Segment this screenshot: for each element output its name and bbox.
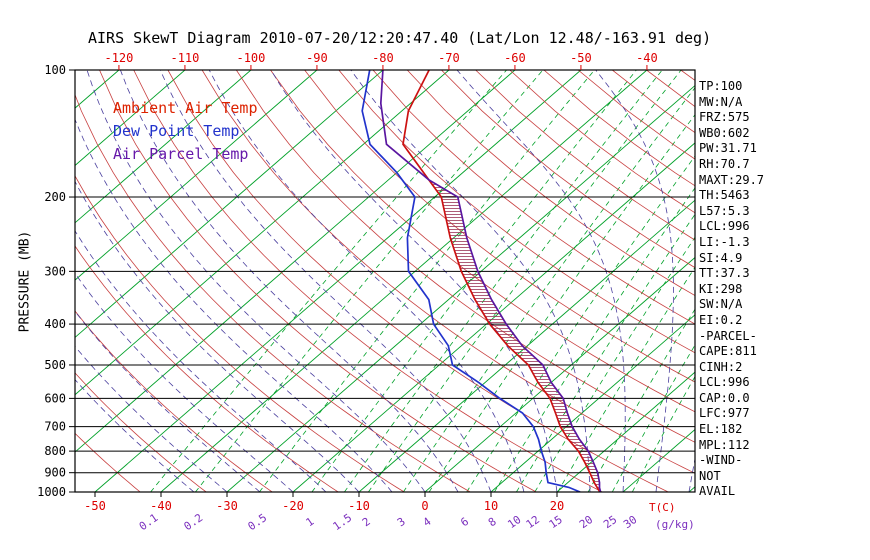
stat-line: TH:5463: [699, 188, 750, 203]
chart-title: AIRS SkewT Diagram 2010-07-20/12:20:47.4…: [88, 29, 712, 47]
stat-line: TP:100: [699, 79, 743, 93]
mixing-ratio-tick-label: 15: [547, 513, 565, 531]
stat-line: NOT: [699, 468, 721, 483]
bottom-temp-tick-label: -50: [84, 499, 106, 513]
stat-line: LI:-1.3: [699, 234, 750, 249]
plot-grid: [75, 70, 695, 492]
mixing-ratio-tick-label: 1: [303, 515, 316, 529]
pressure-tick-label: 800: [44, 444, 66, 458]
mixing-ratio-tick-label: 30: [621, 513, 639, 531]
temp-unit-label: T(C): [649, 501, 676, 514]
pressure-tick-label: 100: [44, 63, 66, 77]
stat-line: PW:31.71: [699, 141, 757, 156]
pressure-tick-label: 1000: [37, 485, 66, 499]
mixing-ratio-tick-label: 0.5: [246, 511, 270, 533]
mixing-ratio-tick-label: 0.1: [137, 511, 161, 533]
stat-line: TT:37.3: [699, 266, 750, 281]
pressure-tick-label: 900: [44, 466, 66, 480]
mixing-ratio-tick-label: 25: [601, 513, 619, 531]
mixing-ratio-tick-label: 4: [421, 515, 434, 530]
stat-line: RH:70.7: [699, 156, 750, 171]
top-temp-tick-label: -110: [170, 51, 199, 65]
bottom-temp-tick-label: -20: [282, 499, 304, 513]
stat-line: -PARCEL-: [699, 328, 757, 343]
stat-line: -WIND-: [699, 453, 743, 468]
legend-dew-point-temp: Dew Point Temp: [113, 122, 240, 140]
mixing-ratio-tick-label: 3: [395, 515, 408, 529]
top-temp-tick-label: -120: [104, 51, 133, 65]
series-dew-point-temp: [361, 70, 581, 492]
pressure-tick-label: 400: [44, 317, 66, 331]
mixing-ratio-tick-label: 6: [458, 515, 471, 529]
mixing-ratio-tick-label: 10: [505, 513, 523, 531]
top-temp-tick-label: -90: [306, 51, 328, 65]
isotherm-lines: [75, 70, 695, 492]
top-temp-tick-label: -70: [438, 51, 460, 65]
dry-adiabat-lines: [75, 70, 695, 492]
stat-line: CAP:0.0: [699, 390, 750, 405]
pressure-axis-title: PRESSURE (MB): [17, 230, 33, 333]
stat-line: EI:0.2: [699, 312, 743, 327]
bottom-temp-tick-label: -40: [150, 499, 172, 513]
mixing-ratio-tick-label: 12: [524, 513, 542, 531]
mixing-ratio-unit-label: (g/kg): [655, 518, 695, 531]
pressure-tick-label: 600: [44, 391, 66, 405]
stat-line: FRZ:575: [699, 110, 750, 125]
stat-line: MW:N/A: [699, 94, 743, 109]
stat-line: LCL:996: [699, 375, 750, 390]
stat-line: L57:5.3: [699, 203, 750, 218]
top-temp-tick-label: -40: [636, 51, 658, 65]
stat-line: AVAIL: [699, 484, 736, 499]
mixing-ratio-tick-label: 0.2: [182, 511, 206, 533]
top-temp-tick-label: -80: [372, 51, 394, 65]
stat-line: MPL:112: [699, 437, 750, 452]
moist-adiabat-lines: [75, 70, 695, 492]
stats-panel: TP:100 MW:N/A FRZ:575 WB0:602 PW:31.71 RH:70.…: [699, 79, 764, 500]
stat-line: MAXT:29.7: [699, 172, 765, 187]
bottom-temp-tick-label: -30: [216, 499, 238, 513]
chart-legend: Ambient Air Temp Dew Point Temp Air Parc…: [113, 97, 258, 166]
stat-line: CAPE:811: [699, 344, 757, 359]
legend-ambient-air-temp: Ambient Air Temp: [113, 99, 258, 117]
bottom-temp-tick-label: -10: [348, 499, 370, 513]
legend-air-parcel-temp: Air Parcel Temp: [113, 145, 249, 163]
bottom-temp-tick-label: 20: [550, 499, 564, 513]
mixing-ratio-tick-label: 20: [577, 513, 595, 531]
bottom-temp-tick-label: 10: [484, 499, 498, 513]
stat-line: LCL:996: [699, 219, 750, 234]
pressure-tick-label: 200: [44, 190, 66, 204]
stat-line: LFC:977: [699, 406, 750, 421]
stat-line: KI:298: [699, 281, 743, 296]
mixing-ratio-tick-label: 2: [360, 515, 373, 529]
stat-line: SI:4.9: [699, 250, 743, 265]
pressure-lines: [75, 70, 695, 492]
top-temp-tick-label: -100: [236, 51, 265, 65]
bottom-temp-tick-label: 0: [421, 499, 428, 513]
series-air-parcel-temp: [379, 70, 602, 492]
pressure-tick-label: 500: [44, 358, 66, 372]
mixing-ratio-tick-label: 1.5: [331, 511, 355, 533]
top-temp-tick-label: -50: [570, 51, 592, 65]
mixing-ratio-tick-label: 8: [486, 515, 499, 529]
stat-line: SW:N/A: [699, 297, 743, 312]
pressure-tick-label: 300: [44, 264, 66, 278]
stat-line: EL:182: [699, 422, 743, 437]
series-ambient-air-temp: [402, 70, 601, 492]
stat-line: CINH:2: [699, 359, 743, 374]
pressure-tick-label: 700: [44, 420, 66, 434]
top-temp-tick-label: -60: [504, 51, 526, 65]
plot-frame: [74, 69, 696, 493]
cape-hatch-area: [428, 179, 600, 488]
stat-line: WB0:602: [699, 125, 750, 140]
